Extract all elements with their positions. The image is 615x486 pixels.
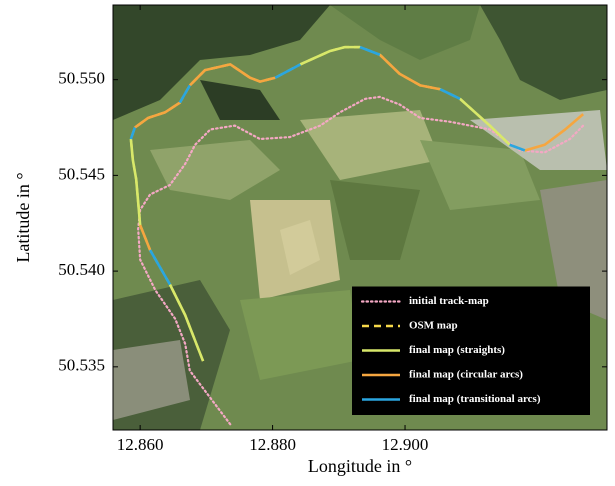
y-axis-label: Latitude in ° (13, 172, 33, 262)
x-axis-label: Longitude in ° (308, 456, 412, 476)
legend: initial track-map OSM map final map (strai… (352, 287, 590, 416)
x-tick-label: 12.880 (249, 435, 296, 454)
y-tick-label: 50.545 (58, 164, 105, 183)
chart: initial track-map OSM map final map (strai… (0, 0, 615, 486)
x-tick-label: 12.900 (382, 435, 429, 454)
y-tick-label: 50.550 (58, 69, 105, 88)
legend-label: OSM map (409, 320, 458, 332)
legend-label: final map (straights) (409, 344, 505, 356)
y-tick-label: 50.535 (58, 356, 105, 375)
x-tick-label: 12.860 (117, 435, 164, 454)
y-tick-label: 50.540 (58, 260, 105, 279)
legend-label: initial track-map (409, 295, 489, 307)
legend-label: final map (transitional arcs) (409, 393, 541, 405)
legend-label: final map (circular arcs) (409, 369, 523, 381)
